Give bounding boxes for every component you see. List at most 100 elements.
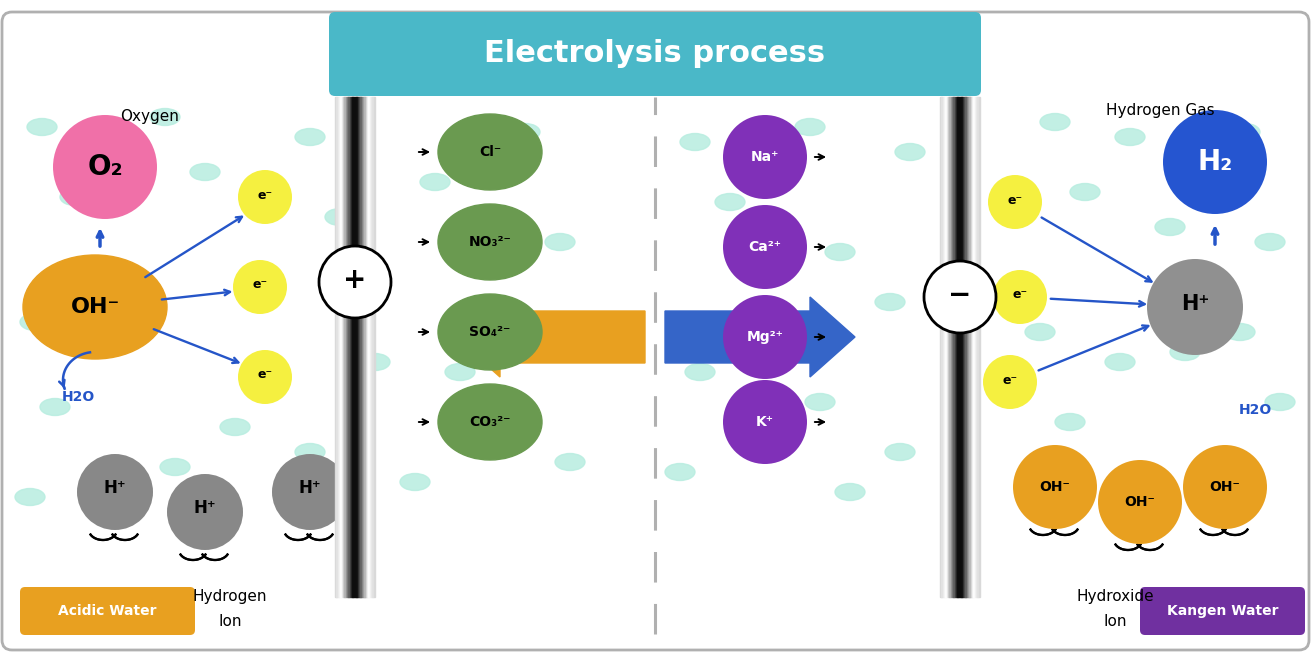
Circle shape <box>52 115 157 219</box>
Ellipse shape <box>14 488 45 505</box>
Ellipse shape <box>1255 233 1285 250</box>
Ellipse shape <box>1169 344 1200 361</box>
Circle shape <box>992 270 1047 324</box>
Ellipse shape <box>874 293 905 310</box>
Ellipse shape <box>149 108 180 125</box>
Text: e⁻: e⁻ <box>253 278 267 291</box>
Bar <box>975 97 978 597</box>
Ellipse shape <box>895 143 926 160</box>
Text: H⁺: H⁺ <box>104 479 126 497</box>
FancyBboxPatch shape <box>20 587 195 635</box>
Bar <box>971 97 974 597</box>
Bar <box>345 97 346 597</box>
Ellipse shape <box>361 353 389 370</box>
Bar <box>944 97 945 597</box>
Bar <box>341 97 342 597</box>
Circle shape <box>271 454 347 530</box>
Text: H⁺: H⁺ <box>299 479 321 497</box>
Bar <box>950 97 952 597</box>
Circle shape <box>1183 445 1266 529</box>
Circle shape <box>239 350 292 404</box>
Circle shape <box>77 454 153 530</box>
Bar <box>342 97 343 597</box>
Bar <box>958 97 960 597</box>
Text: e⁻: e⁻ <box>257 368 273 381</box>
Circle shape <box>1013 445 1097 529</box>
Ellipse shape <box>825 243 855 261</box>
Bar <box>977 97 979 597</box>
Bar <box>943 97 944 597</box>
Ellipse shape <box>510 123 540 140</box>
FancyBboxPatch shape <box>329 12 981 96</box>
Ellipse shape <box>1114 128 1145 145</box>
Text: OH⁻: OH⁻ <box>1125 495 1155 509</box>
Bar <box>966 97 969 597</box>
Circle shape <box>319 246 391 318</box>
Ellipse shape <box>805 394 835 411</box>
Ellipse shape <box>20 314 50 331</box>
Text: +: + <box>343 266 367 294</box>
Text: Ca²⁺: Ca²⁺ <box>749 240 781 254</box>
Bar <box>960 97 961 597</box>
Bar <box>945 97 947 597</box>
Text: Hydrogen Gas: Hydrogen Gas <box>1105 102 1214 117</box>
Bar <box>940 97 941 597</box>
Bar <box>364 97 366 597</box>
Bar <box>947 97 948 597</box>
Text: Na⁺: Na⁺ <box>751 150 779 164</box>
Ellipse shape <box>515 344 545 361</box>
Bar <box>340 97 341 597</box>
Bar <box>965 97 968 597</box>
Ellipse shape <box>555 454 585 471</box>
FancyBboxPatch shape <box>3 12 1308 650</box>
FancyBboxPatch shape <box>1141 587 1304 635</box>
Ellipse shape <box>60 188 90 205</box>
Bar <box>367 97 368 597</box>
Text: SO₄²⁻: SO₄²⁻ <box>469 325 511 339</box>
Bar <box>968 97 970 597</box>
Ellipse shape <box>438 204 541 280</box>
Ellipse shape <box>220 419 250 436</box>
Text: H⁺: H⁺ <box>1181 294 1209 314</box>
Ellipse shape <box>325 209 355 226</box>
Text: Hydroxide: Hydroxide <box>1076 589 1154 604</box>
Bar <box>952 97 953 597</box>
Text: H₂: H₂ <box>1197 148 1232 176</box>
Bar <box>949 97 950 597</box>
Ellipse shape <box>28 119 56 136</box>
Text: −: − <box>948 281 971 309</box>
Text: e⁻: e⁻ <box>1003 374 1017 387</box>
Ellipse shape <box>665 464 695 481</box>
FancyArrow shape <box>455 297 645 377</box>
Bar <box>961 97 962 597</box>
Bar <box>350 97 351 597</box>
Ellipse shape <box>1040 113 1070 130</box>
Ellipse shape <box>438 114 541 190</box>
Text: Kangen Water: Kangen Water <box>1167 604 1278 618</box>
Bar <box>347 97 349 597</box>
Bar <box>368 97 370 597</box>
Text: H2O: H2O <box>62 390 96 404</box>
Text: Acidic Water: Acidic Water <box>58 604 157 618</box>
Bar <box>366 97 367 597</box>
Ellipse shape <box>714 194 745 211</box>
Text: Ion: Ion <box>218 614 241 629</box>
Ellipse shape <box>1025 323 1055 340</box>
Ellipse shape <box>1265 394 1295 411</box>
Bar <box>353 97 354 597</box>
Bar <box>354 97 355 597</box>
Text: Cl⁻: Cl⁻ <box>479 145 501 159</box>
Bar <box>370 97 371 597</box>
Bar <box>362 97 363 597</box>
Bar <box>954 97 956 597</box>
Bar <box>357 97 358 597</box>
Ellipse shape <box>885 443 915 460</box>
Ellipse shape <box>1224 323 1255 340</box>
Bar <box>956 97 957 597</box>
Bar <box>349 97 350 597</box>
Ellipse shape <box>686 364 714 381</box>
Bar <box>359 97 361 597</box>
Circle shape <box>988 175 1042 229</box>
Bar <box>372 97 374 597</box>
Ellipse shape <box>295 128 325 145</box>
